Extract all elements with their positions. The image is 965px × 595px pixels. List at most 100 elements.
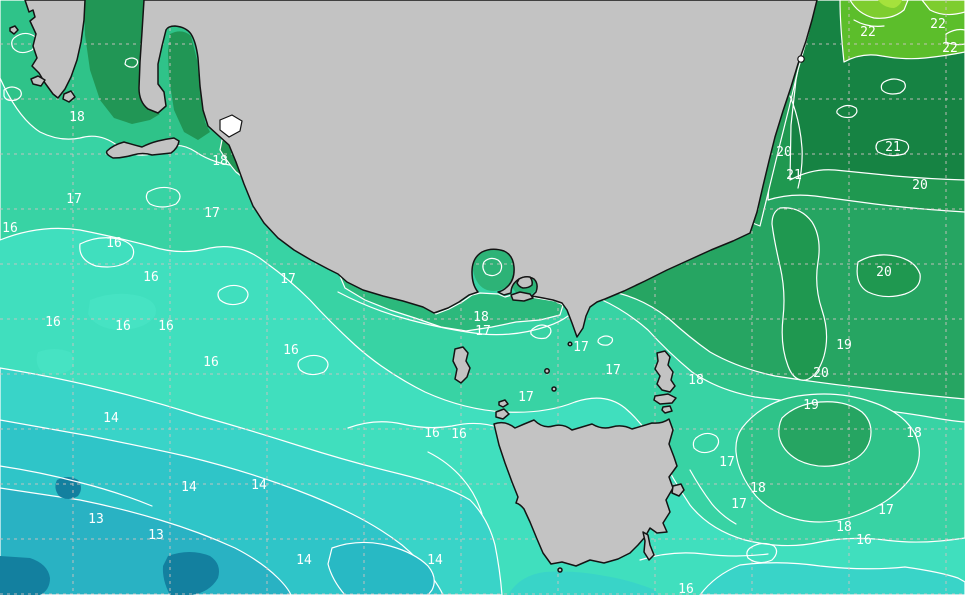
islet-coffin-bay (30, 75, 46, 87)
warm-ring-20 (856, 254, 921, 298)
contour-label-16: 16 (203, 355, 219, 370)
coastal-lagoon-nsw (797, 55, 805, 63)
contour-label-19: 19 (803, 398, 819, 413)
contour-label-18: 18 (473, 310, 489, 325)
contour-label-20: 20 (912, 178, 928, 193)
contour-label-16: 16 (424, 426, 440, 441)
contour-line (853, 19, 885, 27)
contour-loop (217, 284, 249, 306)
contour-line (789, 95, 803, 189)
contour-loop (836, 104, 858, 119)
contour-label-18: 18 (688, 373, 704, 388)
temp-region-22-patch (945, 28, 965, 46)
contour-label-19: 19 (836, 338, 852, 353)
contour-loop (145, 186, 181, 208)
contour-label-14: 14 (103, 411, 119, 426)
warm-tongue-20 (771, 207, 828, 381)
contour-loop (875, 138, 910, 157)
temp-region-22-brightest (878, 0, 902, 8)
islet-thistle (62, 90, 76, 103)
islet-kent-group (544, 368, 550, 374)
contour-label-14: 14 (251, 478, 267, 493)
contour-line (0, 465, 153, 507)
contour-label-22: 22 (942, 41, 958, 56)
contour-label-16: 16 (115, 319, 131, 334)
contour-label-16: 16 (856, 533, 872, 548)
contour-line (337, 291, 569, 336)
contour-line (427, 451, 483, 515)
contour-label-17: 17 (573, 340, 589, 355)
phillip-island (510, 291, 534, 302)
contour-label-21: 21 (885, 140, 901, 155)
contour-label-16: 16 (158, 319, 174, 334)
contour-label-17: 17 (66, 192, 82, 207)
maria-island (671, 483, 685, 497)
contour-label-20: 20 (776, 145, 792, 160)
contour-label-18: 18 (906, 426, 922, 441)
contour-label-21: 21 (786, 168, 802, 183)
contour-label-17: 17 (605, 363, 621, 378)
clarke-island (661, 405, 673, 414)
land-layer (9, 0, 818, 573)
contour-label-18: 18 (69, 110, 85, 125)
contour-label-16: 16 (2, 221, 18, 236)
contour-loop (124, 57, 139, 68)
cool-pocket-south-of-king-island (327, 541, 435, 595)
contour-label-14: 14 (296, 553, 312, 568)
french-island (516, 276, 533, 289)
contour-line (639, 552, 769, 561)
islet-north-tasmania (498, 399, 509, 408)
hunter-island (495, 408, 510, 420)
contour-line (347, 421, 501, 429)
contour-loop (692, 432, 720, 454)
mint-patch-1 (88, 293, 156, 330)
contour-label-17: 17 (719, 455, 735, 470)
contour-label-16: 16 (45, 315, 61, 330)
contour-label-22: 22 (860, 25, 876, 40)
lake-alexandrina (219, 114, 243, 138)
contour-label-13: 13 (88, 512, 104, 527)
contour-label-17: 17 (204, 206, 220, 221)
contour-loop (482, 257, 503, 277)
contour-label-17: 17 (518, 390, 534, 405)
tasmania (493, 418, 678, 567)
contour-label-13: 13 (148, 528, 164, 543)
contour-label-14: 14 (427, 553, 443, 568)
contour-loop (11, 32, 38, 54)
contour-label-17: 17 (878, 503, 894, 518)
contour-label-20: 20 (876, 265, 892, 280)
cool-pocket-south-of-tasmania (508, 571, 658, 595)
contour-label-18: 18 (836, 520, 852, 535)
contour-loop (530, 324, 552, 340)
cold-spot-1 (55, 477, 81, 499)
islet-hogan-group (551, 386, 557, 392)
port-phillip-bay-water (473, 248, 514, 291)
islet-off-wilsons-prom (567, 341, 573, 347)
king-island (452, 346, 471, 384)
contour-label-16: 16 (678, 582, 694, 595)
contour-loop (297, 354, 329, 376)
islet-maatsuyker (557, 567, 563, 573)
cool-pocket-bottom-right (699, 562, 965, 595)
cold-spot-2 (162, 552, 219, 595)
mainland-australia (138, 0, 818, 338)
contour-label-16: 16 (143, 270, 159, 285)
contour-loop (746, 542, 778, 564)
contour-label-14: 14 (181, 480, 197, 495)
contour-label-20: 20 (813, 366, 829, 381)
contour-detail-layer (0, 19, 910, 564)
bruny-island (642, 531, 655, 561)
contour-line (689, 469, 737, 525)
contour-loop (79, 237, 135, 268)
contour-label-17: 17 (475, 324, 491, 339)
gulf-st-vincent-water (168, 31, 210, 140)
contour-loop (3, 86, 22, 102)
contour-label-18: 18 (750, 481, 766, 496)
contour-loop (597, 335, 614, 346)
contour-loop (880, 78, 906, 95)
mint-patch-2 (36, 349, 74, 375)
cold-spot-3 (0, 556, 50, 595)
